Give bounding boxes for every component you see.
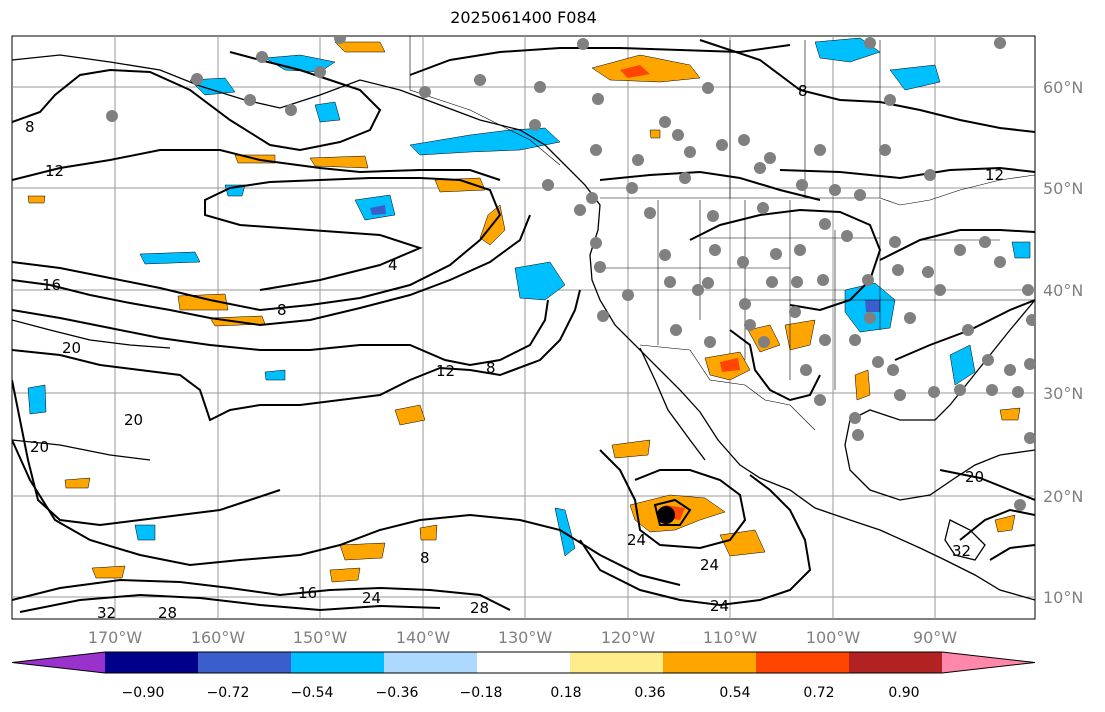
lon-label: 170°W [88,628,143,647]
lon-label: 110°W [703,628,758,647]
colorbar-label: −0.18 [460,685,503,701]
strong-negative-shading [370,205,880,312]
colorbar-label: −0.36 [376,685,419,701]
contour-label: 24 [700,556,719,574]
contour-label: 8 [420,549,430,567]
latitude-labels: 60°N 50°N 40°N 30°N 20°N 10°N [1043,78,1083,607]
lon-label: 150°W [293,628,348,647]
colorbar-label: 0.54 [719,685,750,701]
contour-label: 20 [62,339,81,357]
colorbar-label: −0.90 [122,685,165,701]
lon-label: 160°W [191,628,246,647]
station-markers [106,36,1035,511]
lon-label: 120°W [601,628,656,647]
contour-label: 20 [124,411,143,429]
lon-label: 140°W [396,628,451,647]
contour-label: 24 [627,531,646,549]
contour-label: 8 [25,118,35,136]
contour-label: 16 [42,276,61,294]
contour-label: 12 [985,166,1004,184]
contour-label: 4 [388,256,398,274]
positive-shading [27,41,1021,583]
colorbar [11,651,1036,674]
contour-label: 24 [710,597,729,615]
lat-label: 10°N [1043,588,1083,607]
lat-label: 40°N [1043,281,1083,300]
colorbar-extend-min [12,652,105,673]
lon-label: 100°W [806,628,861,647]
colorbar-segment [849,652,943,673]
colorbar-segment [756,652,850,673]
storm-center-marker [657,506,675,524]
colorbar-extend-max [942,652,1035,673]
contour-label: 24 [362,589,381,607]
lon-label: 90°W [913,628,957,647]
colorbar-label: 0.90 [888,685,919,701]
colorbar-segment [477,652,571,673]
political-borders [409,36,1035,431]
negative-shading [27,37,1031,557]
lat-label: 60°N [1043,78,1083,97]
contour-label: 12 [45,162,64,180]
colorbar-label: 0.72 [803,685,834,701]
contour-label: 28 [158,604,177,622]
contour-label: 28 [470,599,489,617]
contour-label: 8 [798,82,808,100]
lat-label: 30°N [1043,384,1083,403]
contour-label: 8 [277,301,287,319]
colorbar-segment [570,652,664,673]
lon-label: 130°W [498,628,553,647]
contour-label: 8 [486,359,496,377]
map-title: 2025061400 F084 [450,8,597,27]
colorbar-label: 0.36 [634,685,665,701]
colorbar-outline [11,651,1036,674]
colorbar-segment [384,652,478,673]
coastlines [12,54,1035,601]
lat-label: 20°N [1043,487,1083,506]
contour-label: 32 [952,542,971,560]
colorbar-label: 0.18 [550,685,581,701]
contour-label: 12 [436,362,455,380]
colorbar-label: −0.72 [207,685,250,701]
contour-label: 32 [97,604,116,622]
contour-label: 20 [30,438,49,456]
colorbar-segment [291,652,385,673]
contour-label: 16 [298,584,317,602]
lat-label: 50°N [1043,179,1083,198]
colorbar-label: −0.54 [291,685,334,701]
contour-labels: 4 8 8 8 8 12 12 16 16 20 20 20 20 24 24 … [25,82,1004,622]
colorbar-segment [663,652,757,673]
colorbar-segment [198,652,292,673]
longitude-labels: 170°W 160°W 150°W 140°W 130°W 120°W 110°… [88,628,957,647]
colorbar-labels: −0.90 −0.72 −0.54 −0.36 −0.18 0.18 0.36 … [122,685,920,701]
contour-label: 20 [965,468,984,486]
colorbar-segment [105,652,199,673]
